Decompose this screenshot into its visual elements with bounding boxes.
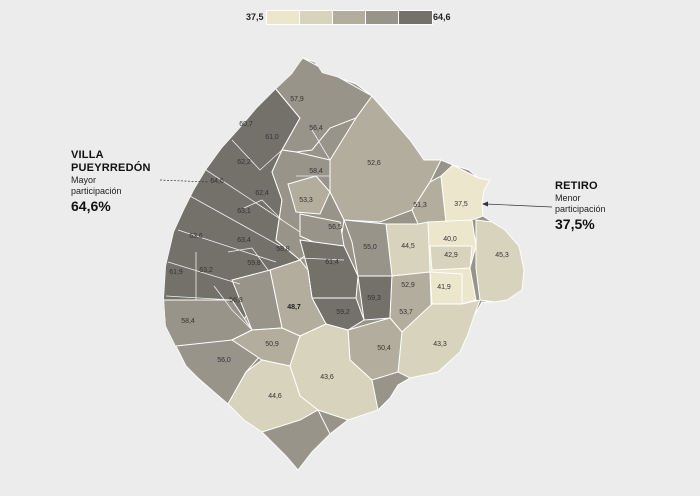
callout-left-name-line2: PUEYRREDÓN <box>71 162 151 174</box>
value-label-32: 58,4 <box>181 318 195 325</box>
value-label-6: 52,6 <box>367 160 381 167</box>
value-label-27: 52,9 <box>401 282 415 289</box>
value-label-26: 63,2 <box>199 267 213 274</box>
region-center-light <box>287 175 331 215</box>
region-port <box>475 219 524 303</box>
value-label-14: 63,6 <box>189 233 203 240</box>
value-label-5: 62,2 <box>237 159 251 166</box>
callout-right-value: 37,5% <box>555 216 595 232</box>
value-label-28: 41,9 <box>437 284 451 291</box>
callout-left-value: 64,6% <box>71 198 111 214</box>
value-label-15: 56,5 <box>328 224 342 231</box>
value-label-31: 59,3 <box>367 295 381 302</box>
callout-left-sub-line1: Mayor <box>71 175 97 185</box>
callout-right-sub-line2: participación <box>555 204 606 214</box>
value-labels: 57,9 60,7 61,0 56,4 62,2 52,6 64,6 62,4 … <box>169 96 509 400</box>
retiro-callout: RETIRO Menor participación 37,5% <box>555 180 606 233</box>
value-label-25: 61,9 <box>169 269 183 276</box>
value-label-9: 58,4 <box>309 168 323 175</box>
color-scale-legend: 37,5 64,6 <box>0 0 700 40</box>
value-label-3: 61,0 <box>265 134 279 141</box>
value-label-7: 64,6 <box>210 178 224 185</box>
legend-swatch-5 <box>398 10 433 25</box>
value-label-29: 56,8 <box>229 297 243 304</box>
value-label-38: 56,0 <box>217 357 231 364</box>
villa-pueyrredon-callout: VILLA PUEYRREDÓN Mayor participación 64,… <box>71 149 151 215</box>
legend-max-label: 64,6 <box>433 12 451 22</box>
value-label-37: 43,3 <box>433 341 447 348</box>
callout-right-sub-line1: Menor <box>555 193 581 203</box>
value-label-17: 58,8 <box>276 246 290 253</box>
value-label-36: 50,4 <box>377 345 391 352</box>
value-label-22: 45,3 <box>495 252 509 259</box>
region-east-mid <box>429 245 473 271</box>
value-label-13: 37,5 <box>454 201 468 208</box>
region-la-boca <box>397 299 481 379</box>
right-callout-arrowhead <box>482 201 488 207</box>
value-label-2: 60,7 <box>239 121 253 128</box>
callout-left-sub-line2: participación <box>71 186 122 196</box>
value-label-8: 62,4 <box>255 190 269 197</box>
value-label-24: 61,4 <box>325 259 339 266</box>
legend-min-label: 37,5 <box>246 12 264 22</box>
value-label-34: 53,7 <box>399 309 413 316</box>
value-label-40: 44,6 <box>268 393 282 400</box>
value-label-35: 50,9 <box>265 341 279 348</box>
callout-left-name-line1: VILLA <box>71 149 104 161</box>
neighbourhood-lines <box>165 129 345 331</box>
value-label-10: 63,1 <box>237 208 251 215</box>
value-label-20: 40,0 <box>443 236 457 243</box>
value-label-30: 48,7 <box>287 304 301 311</box>
value-label-23: 59,8 <box>247 260 261 267</box>
value-label-18: 55,0 <box>363 244 377 251</box>
callout-right-name: RETIRO <box>555 180 598 192</box>
value-label-33: 59,2 <box>336 309 350 316</box>
region-retiro <box>440 164 491 223</box>
value-label-39: 43,6 <box>320 374 334 381</box>
value-label-1: 57,9 <box>290 96 304 103</box>
left-callout-leader <box>159 179 209 183</box>
value-label-21: 42,9 <box>444 252 458 259</box>
value-label-16: 63,4 <box>237 237 251 244</box>
value-label-12: 51,3 <box>413 202 427 209</box>
value-label-4: 56,4 <box>309 125 323 132</box>
value-label-19: 44,5 <box>401 243 415 250</box>
value-label-11: 53,3 <box>299 197 313 204</box>
right-callout-arrow <box>485 203 553 208</box>
